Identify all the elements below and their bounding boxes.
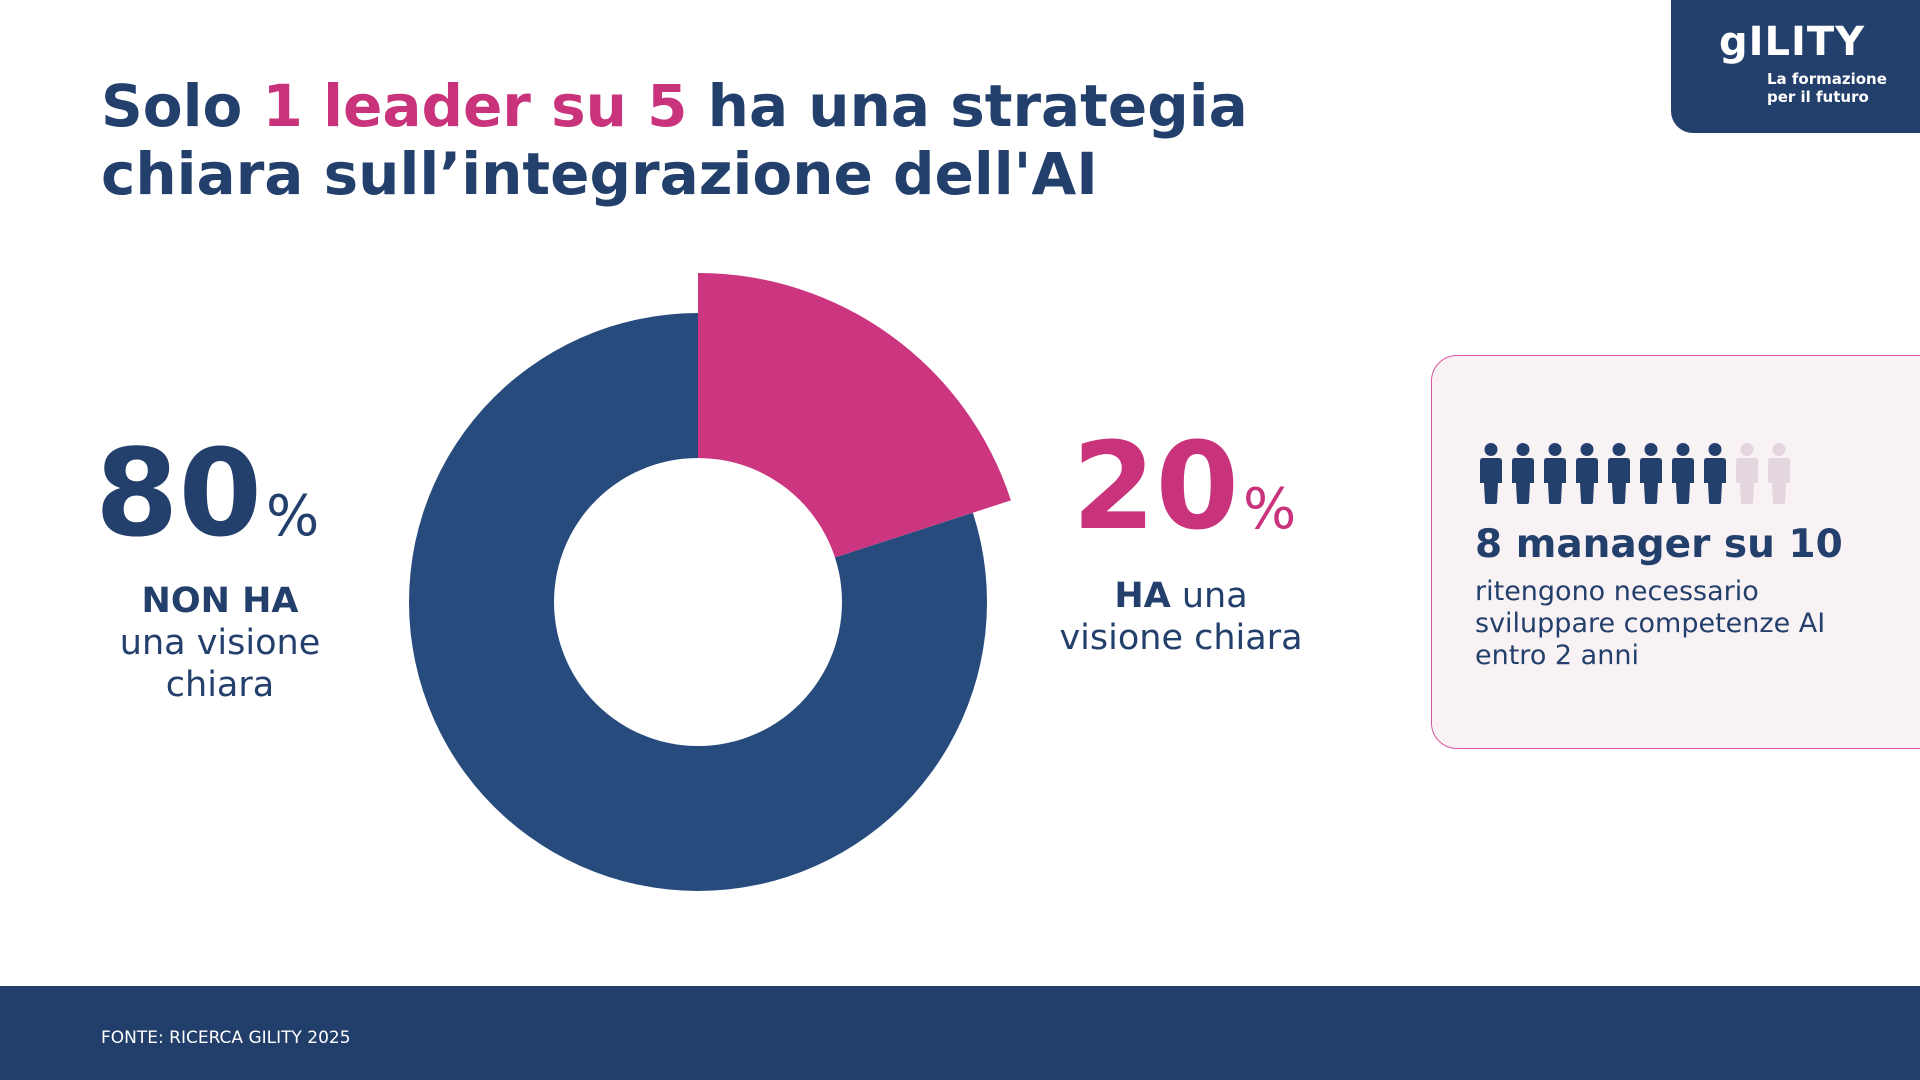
stat-card bbox=[1431, 355, 1920, 749]
people-icons bbox=[1480, 443, 1790, 505]
left-stat-value: 80% bbox=[95, 435, 319, 555]
card-line3: entro 2 anni bbox=[1475, 640, 1639, 671]
person-icon-filled bbox=[1576, 443, 1598, 505]
logo-tagline-2: per il futuro bbox=[1767, 88, 1869, 106]
person-icon-empty bbox=[1768, 443, 1790, 505]
person-icon-filled bbox=[1480, 443, 1502, 505]
left-stat-unit: % bbox=[266, 484, 320, 549]
right-label-rest: una bbox=[1170, 576, 1248, 616]
page-title: Solo 1 leader su 5 ha una strategia chiar… bbox=[101, 72, 1248, 208]
left-label-bold: NON HA bbox=[141, 581, 299, 621]
person-icon-filled bbox=[1512, 443, 1534, 505]
person-icon-filled bbox=[1704, 443, 1726, 505]
logo-tagline-1: La formazione bbox=[1767, 70, 1887, 88]
logo-wordmark: gILITY bbox=[1719, 19, 1866, 65]
title-line2: chiara sull’integrazione dell'AI bbox=[101, 140, 1098, 208]
source-note: FONTE: RICERCA GILITY 2025 bbox=[101, 1028, 351, 1048]
right-stat-label: HA una visione chiara bbox=[1031, 575, 1331, 659]
card-description: ritengono necessario sviluppare competen… bbox=[1475, 576, 1825, 672]
logo-tagline: La formazione per il futuro bbox=[1767, 70, 1887, 106]
person-icon-filled bbox=[1672, 443, 1694, 505]
donut-slice-ha bbox=[698, 273, 1011, 558]
donut-slice-non-ha bbox=[409, 313, 988, 891]
person-icon-filled bbox=[1608, 443, 1630, 505]
title-part1: Solo bbox=[101, 72, 263, 140]
title-highlight: 1 leader su 5 bbox=[262, 72, 688, 140]
card-headline: 8 manager su 10 bbox=[1475, 522, 1843, 567]
person-icon-filled bbox=[1640, 443, 1662, 505]
right-label-bold: HA bbox=[1114, 576, 1171, 616]
left-label-line3: chiara bbox=[165, 665, 275, 705]
left-stat-label: NON HA una visione chiara bbox=[90, 580, 350, 706]
logo: gILITY La formazione per il futuro bbox=[1671, 0, 1920, 133]
right-stat-unit: % bbox=[1243, 477, 1297, 542]
card-line2: sviluppare competenze AI bbox=[1475, 608, 1826, 639]
card-line1: ritengono necessario bbox=[1475, 576, 1759, 607]
right-label-line2: visione chiara bbox=[1059, 618, 1303, 658]
right-stat-value: 20% bbox=[1072, 428, 1296, 548]
person-icon-filled bbox=[1544, 443, 1566, 505]
footer bbox=[0, 986, 1920, 1080]
left-stat-number: 80 bbox=[95, 425, 262, 564]
person-icon-empty bbox=[1736, 443, 1758, 505]
left-label-line2: una visione bbox=[119, 623, 321, 663]
title-part2: ha una strategia bbox=[687, 72, 1248, 140]
right-stat-number: 20 bbox=[1072, 418, 1239, 557]
